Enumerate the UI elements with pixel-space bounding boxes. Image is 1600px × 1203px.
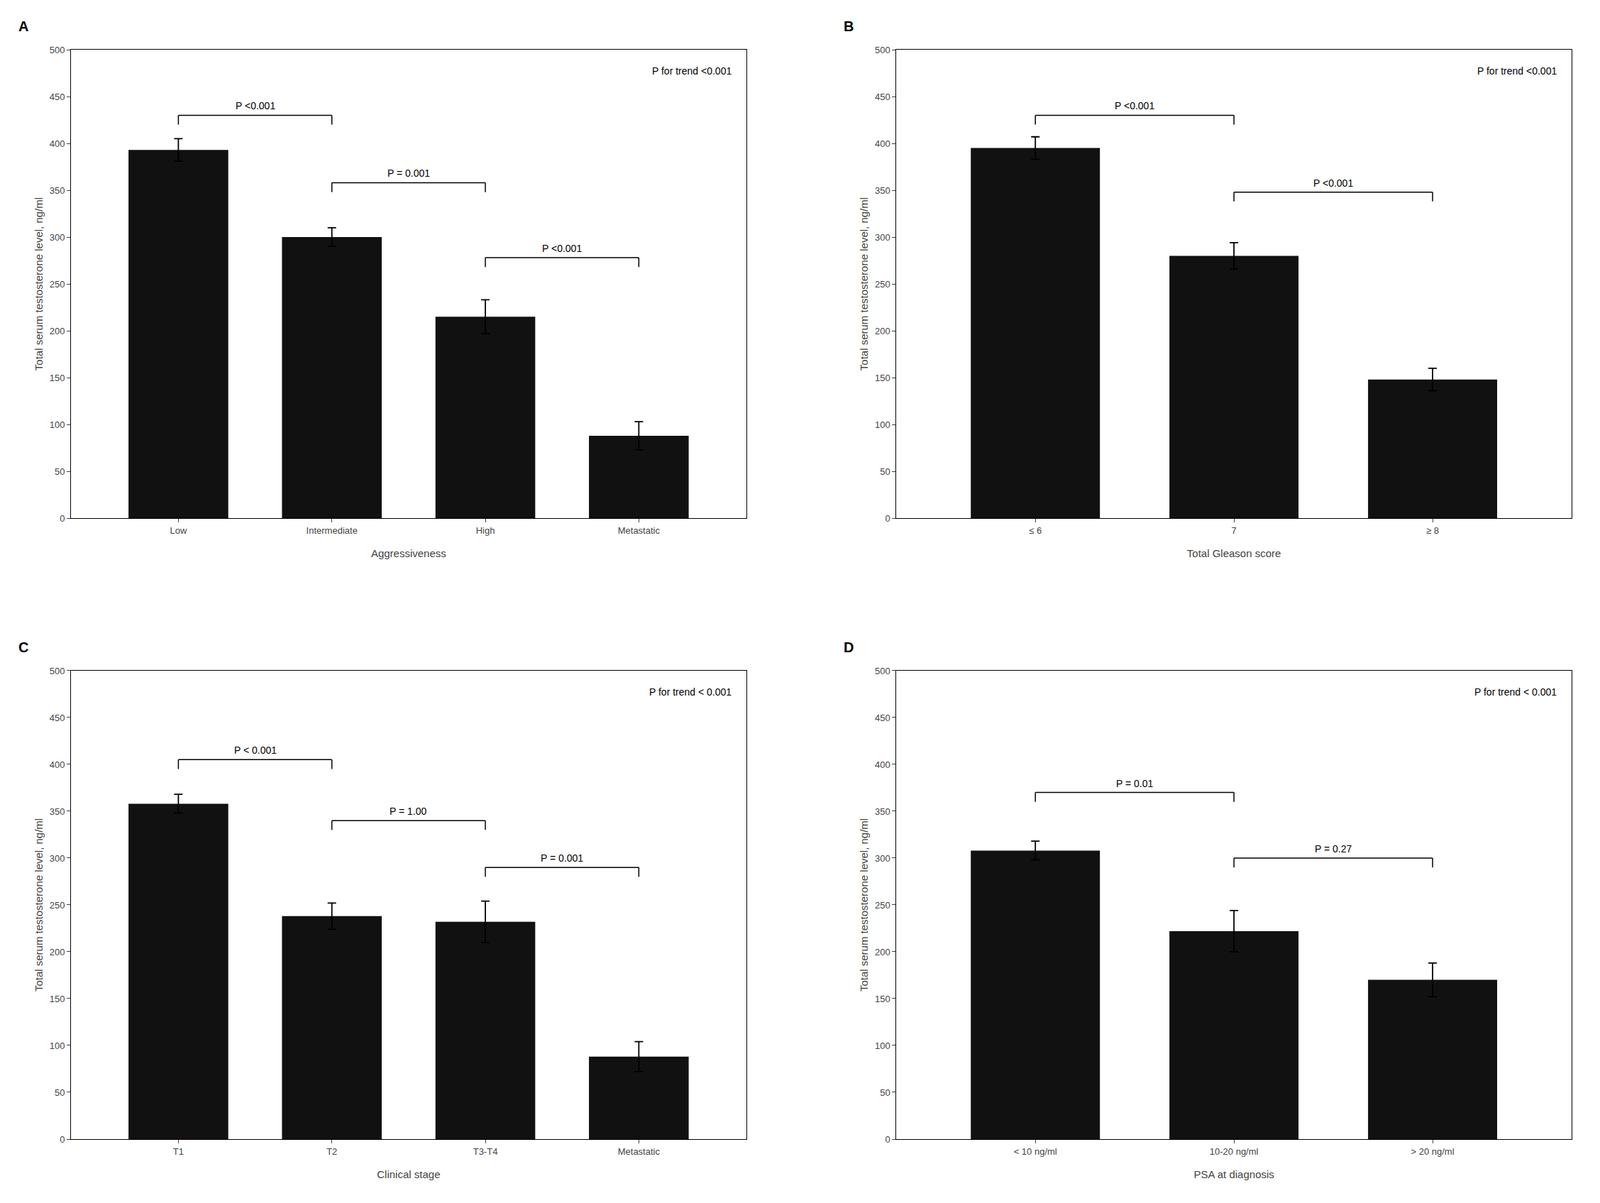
svg-text:Total serum testosterone level: Total serum testosterone level, ng/ml	[857, 818, 870, 992]
svg-text:100: 100	[874, 1040, 891, 1051]
svg-text:Aggressiveness: Aggressiveness	[371, 547, 447, 560]
svg-text:T3-T4: T3-T4	[473, 1145, 499, 1157]
svg-text:P = 0.001: P = 0.001	[387, 167, 430, 179]
svg-text:50: 50	[879, 466, 890, 477]
svg-text:High: High	[476, 525, 496, 536]
svg-text:C: C	[18, 639, 29, 655]
svg-text:500: 500	[49, 44, 66, 56]
svg-text:Clinical stage: Clinical stage	[376, 1167, 440, 1180]
svg-text:0: 0	[884, 1133, 890, 1145]
svg-text:≥ 8: ≥ 8	[1426, 525, 1439, 536]
svg-text:350: 350	[49, 185, 66, 196]
svg-text:400: 400	[49, 138, 66, 150]
svg-text:P <0.001: P <0.001	[235, 100, 276, 112]
svg-text:350: 350	[49, 806, 66, 817]
svg-text:Metastatic: Metastatic	[618, 1145, 661, 1157]
svg-text:250: 250	[874, 899, 891, 911]
svg-text:250: 250	[49, 278, 66, 290]
svg-text:P <0.001: P <0.001	[542, 242, 582, 255]
svg-text:50: 50	[54, 1087, 65, 1098]
svg-text:Intermediate: Intermediate	[306, 525, 358, 536]
svg-text:500: 500	[874, 44, 891, 56]
svg-text:7: 7	[1231, 525, 1237, 536]
svg-text:100: 100	[49, 419, 66, 430]
svg-text:50: 50	[54, 466, 65, 477]
svg-text:350: 350	[874, 806, 891, 817]
svg-text:250: 250	[874, 278, 891, 290]
svg-text:Total serum testosterone level: Total serum testosterone level, ng/ml	[857, 197, 870, 371]
svg-text:≤ 6: ≤ 6	[1028, 525, 1042, 536]
svg-text:250: 250	[49, 899, 66, 911]
svg-text:P <0.001: P <0.001	[1114, 100, 1155, 112]
svg-text:P < 0.001: P < 0.001	[234, 744, 277, 756]
svg-text:450: 450	[874, 712, 891, 724]
svg-text:A: A	[18, 18, 29, 35]
svg-text:0: 0	[59, 512, 65, 524]
svg-text:400: 400	[874, 138, 891, 150]
svg-text:450: 450	[49, 91, 66, 103]
svg-text:400: 400	[49, 759, 66, 770]
svg-text:T2: T2	[326, 1145, 338, 1157]
svg-text:P for trend <0.001: P for trend <0.001	[652, 65, 732, 77]
svg-text:< 10 ng/ml: < 10 ng/ml	[1013, 1145, 1058, 1157]
svg-text:400: 400	[874, 759, 891, 770]
svg-text:100: 100	[874, 419, 891, 430]
svg-text:Metastatic: Metastatic	[618, 525, 661, 536]
svg-text:P for trend <0.001: P for trend <0.001	[1477, 65, 1557, 77]
svg-text:0: 0	[59, 1133, 65, 1145]
svg-text:P = 0.001: P = 0.001	[540, 852, 584, 864]
svg-text:100: 100	[49, 1040, 66, 1051]
svg-text:> 20 ng/ml: > 20 ng/ml	[1411, 1145, 1455, 1157]
svg-text:450: 450	[874, 91, 891, 103]
svg-text:300: 300	[49, 232, 66, 243]
svg-text:300: 300	[49, 852, 66, 864]
svg-text:200: 200	[49, 946, 66, 958]
svg-text:300: 300	[874, 852, 891, 864]
svg-text:150: 150	[874, 993, 891, 1004]
svg-text:P = 0.27: P = 0.27	[1314, 842, 1353, 855]
svg-text:P for trend < 0.001: P for trend < 0.001	[649, 686, 732, 698]
svg-text:P <0.001: P <0.001	[1313, 177, 1354, 189]
svg-text:B: B	[843, 18, 854, 35]
svg-text:150: 150	[49, 372, 66, 384]
svg-text:150: 150	[49, 993, 66, 1004]
svg-text:500: 500	[49, 665, 66, 677]
svg-text:Total Gleason score: Total Gleason score	[1187, 547, 1282, 560]
svg-text:500: 500	[874, 665, 891, 677]
svg-text:T1: T1	[173, 1145, 184, 1157]
svg-text:150: 150	[874, 372, 891, 384]
svg-text:450: 450	[49, 712, 66, 724]
svg-text:10-20 ng/ml: 10-20 ng/ml	[1209, 1145, 1259, 1157]
svg-text:200: 200	[874, 946, 891, 958]
svg-text:Low: Low	[169, 525, 187, 536]
svg-text:P for trend < 0.001: P for trend < 0.001	[1474, 686, 1557, 698]
svg-text:200: 200	[874, 325, 891, 337]
svg-text:P = 1.00: P = 1.00	[389, 805, 428, 817]
svg-text:D: D	[843, 639, 854, 655]
svg-text:350: 350	[874, 185, 891, 196]
svg-text:200: 200	[49, 325, 66, 337]
svg-text:Total serum testosterone level: Total serum testosterone level, ng/ml	[32, 818, 45, 992]
svg-text:0: 0	[884, 512, 890, 524]
svg-text:Total serum testosterone level: Total serum testosterone level, ng/ml	[32, 197, 45, 371]
svg-text:50: 50	[879, 1087, 890, 1098]
svg-text:300: 300	[874, 232, 891, 243]
svg-text:PSA at diagnosis: PSA at diagnosis	[1193, 1167, 1274, 1180]
svg-text:P = 0.01: P = 0.01	[1116, 777, 1154, 790]
